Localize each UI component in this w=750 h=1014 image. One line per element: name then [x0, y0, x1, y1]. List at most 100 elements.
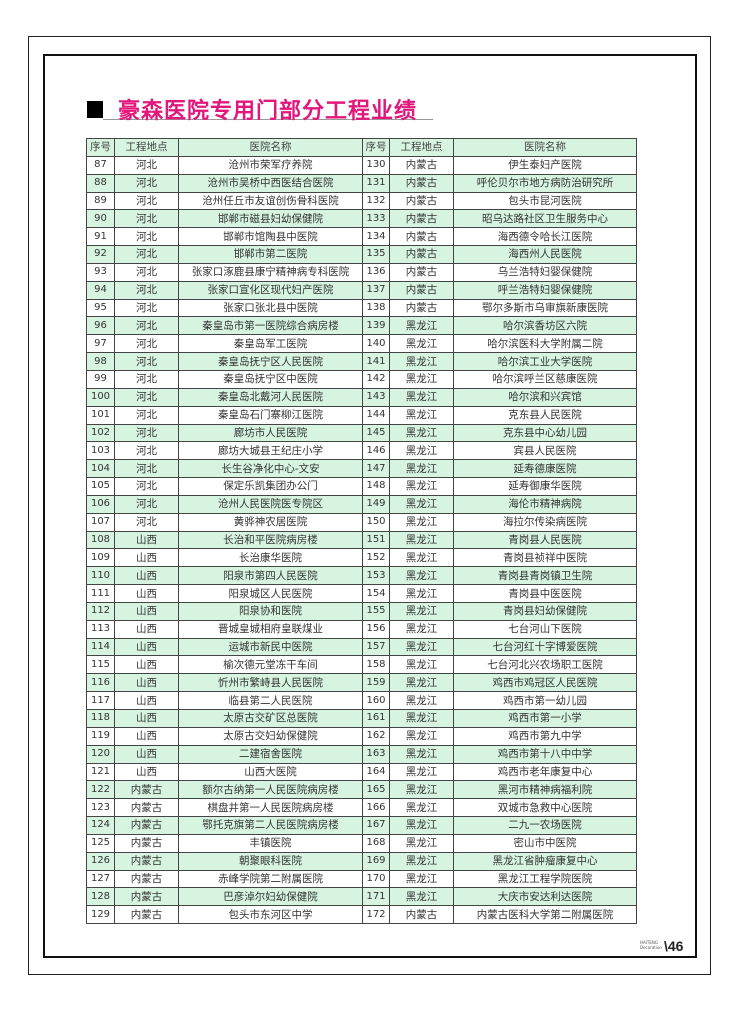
cell-location: 内蒙古 — [114, 833, 179, 853]
table-row: 93 河北 张家口涿鹿县康宁精神病专科医院 136 内蒙古 乌兰浩特妇婴保健院 — [86, 262, 637, 282]
table-row: 127 内蒙古 赤峰学院第二附属医院 170 黑龙江 黑龙江工程学院医院 — [86, 869, 637, 889]
cell-seq: 138 — [362, 298, 390, 318]
cell-seq: 119 — [86, 726, 115, 746]
outer-frame — [28, 36, 711, 975]
table-row: 122 内蒙古 额尔古纳第一人民医院病房楼 165 黑龙江 黑河市精神病福利院 — [86, 780, 637, 800]
cell-seq: 88 — [86, 173, 115, 193]
cell-seq: 165 — [362, 780, 390, 800]
cell-hospital: 长生谷净化中心-文安 — [178, 459, 363, 479]
cell-hospital: 七台河山下医院 — [453, 619, 637, 639]
cell-seq: 87 — [86, 155, 115, 175]
cell-seq: 164 — [362, 762, 390, 782]
cell-seq: 93 — [86, 262, 115, 282]
cell-seq: 153 — [362, 566, 390, 586]
cell-hospital: 鸡西市鸡冠区人民医院 — [453, 673, 637, 693]
table-row: 106 河北 沧州人民医院医专院区 149 黑龙江 海伦市精神病院 — [86, 494, 637, 514]
cell-seq: 120 — [86, 744, 115, 764]
table-row: 115 山西 榆次德元堂冻干车间 158 黑龙江 七台河北兴农场职工医院 — [86, 655, 637, 675]
inner-frame — [43, 54, 697, 958]
cell-location: 黑龙江 — [389, 423, 454, 443]
cell-location: 内蒙古 — [389, 298, 454, 318]
cell-location: 黑龙江 — [389, 405, 454, 425]
cell-hospital: 哈尔滨和兴宾馆 — [453, 387, 637, 407]
table-row: 102 河北 廊坊市人民医院 145 黑龙江 克东县中心幼儿园 — [86, 423, 637, 443]
cell-hospital: 海拉尔传染病医院 — [453, 512, 637, 532]
cell-hospital: 哈尔滨香坊区六院 — [453, 316, 637, 336]
cell-seq: 135 — [362, 245, 390, 264]
cell-hospital: 廊坊大城县王纪庄小学 — [178, 441, 363, 461]
table-row: 107 河北 黄骅神农居医院 150 黑龙江 海拉尔传染病医院 — [86, 512, 637, 532]
brand-logo: HAITENG Decoration — [640, 940, 662, 950]
cell-hospital: 阳泉协和医院 — [178, 601, 363, 621]
cell-location: 内蒙古 — [389, 173, 454, 193]
cell-hospital: 榆次德元堂冻干车间 — [178, 655, 363, 675]
cell-seq: 107 — [86, 512, 115, 532]
table-row: 118 山西 太原古交矿区总医院 161 黑龙江 鸡西市第一小学 — [86, 709, 637, 728]
table-row: 117 山西 临县第二人民医院 160 黑龙江 鸡西市第一幼儿园 — [86, 691, 637, 710]
cell-hospital: 大庆市安达利达医院 — [453, 887, 637, 907]
cell-hospital: 邯郸市馆陶县中医院 — [178, 227, 363, 247]
cell-location: 内蒙古 — [114, 869, 179, 889]
cell-hospital: 鸡西市第十八中中学 — [453, 744, 637, 764]
table-row: 89 河北 沧州任丘市友谊创伤骨科医院 132 内蒙古 包头市昆河医院 — [86, 191, 637, 211]
cell-seq: 109 — [86, 548, 115, 568]
cell-hospital: 长治和平医院病房楼 — [178, 530, 363, 550]
cell-location: 河北 — [114, 298, 179, 318]
cell-seq: 151 — [362, 530, 390, 550]
table-row: 126 内蒙古 朝聚眼科医院 169 黑龙江 黑龙江省肿瘤康复中心 — [86, 851, 637, 871]
table-row: 90 河北 邯郸市磁县妇幼保健院 133 内蒙古 昭乌达路社区卫生服务中心 — [86, 209, 637, 229]
table-row: 108 山西 长治和平医院病房楼 151 黑龙江 青岗县人民医院 — [86, 530, 637, 550]
table-row: 119 山西 太原古交妇幼保健院 162 黑龙江 鸡西市第九中学 — [86, 726, 637, 746]
cell-hospital: 沧州市荣军疗养院 — [178, 155, 363, 175]
cell-hospital: 克东县中心幼儿园 — [453, 423, 637, 443]
cell-seq: 139 — [362, 316, 390, 336]
cell-hospital: 海伦市精神病院 — [453, 494, 637, 514]
cell-location: 河北 — [114, 494, 179, 514]
cell-hospital: 长治康华医院 — [178, 548, 363, 568]
cell-hospital: 黑龙江省肿瘤康复中心 — [453, 851, 637, 871]
cell-seq: 92 — [86, 245, 115, 264]
cell-seq: 111 — [86, 584, 115, 603]
title-underline — [103, 119, 433, 120]
cell-hospital: 阳泉城区人民医院 — [178, 584, 363, 603]
cell-location: 黑龙江 — [389, 798, 454, 818]
cell-seq: 130 — [362, 155, 390, 175]
cell-location: 黑龙江 — [389, 512, 454, 532]
cell-location: 黑龙江 — [389, 477, 454, 496]
cell-location: 黑龙江 — [389, 691, 454, 710]
table-row: 104 河北 长生谷净化中心-文安 147 黑龙江 延寿德康医院 — [86, 459, 637, 479]
cell-location: 黑龙江 — [389, 334, 454, 354]
cell-hospital: 密山市中医院 — [453, 833, 637, 853]
cell-hospital: 克东县人民医院 — [453, 405, 637, 425]
cell-seq: 142 — [362, 369, 390, 389]
cell-location: 河北 — [114, 459, 179, 479]
table-row: 100 河北 秦皇岛北戴河人民医院 143 黑龙江 哈尔滨和兴宾馆 — [86, 387, 637, 407]
table-row: 121 山西 山西大医院 164 黑龙江 鸡西市老年康复中心 — [86, 762, 637, 782]
cell-hospital: 二九一农场医院 — [453, 816, 637, 835]
cell-hospital: 呼兰浩特妇婴保健院 — [453, 280, 637, 300]
cell-seq: 117 — [86, 691, 115, 710]
cell-seq: 90 — [86, 209, 115, 229]
cell-seq: 148 — [362, 477, 390, 496]
table-row: 92 河北 邯郸市第二医院 135 内蒙古 海西州人民医院 — [86, 245, 637, 264]
cell-hospital: 海西德令哈长江医院 — [453, 227, 637, 247]
table-row: 125 内蒙古 丰镇医院 168 黑龙江 密山市中医院 — [86, 833, 637, 853]
cell-location: 山西 — [114, 691, 179, 710]
cell-seq: 171 — [362, 887, 390, 907]
cell-location: 内蒙古 — [114, 780, 179, 800]
table-row: 120 山西 二建宿舍医院 163 黑龙江 鸡西市第十八中中学 — [86, 744, 637, 764]
cell-hospital: 邯郸市磁县妇幼保健院 — [178, 209, 363, 229]
table-row: 129 内蒙古 包头市东河区中学 172 内蒙古 内蒙古医科大学第二附属医院 — [86, 905, 637, 925]
cell-hospital: 沧州任丘市友谊创伤骨科医院 — [178, 191, 363, 211]
cell-seq: 102 — [86, 423, 115, 443]
cell-hospital: 棋盘井第一人民医院病房楼 — [178, 798, 363, 818]
cell-location: 内蒙古 — [114, 851, 179, 871]
cell-hospital: 太原古交矿区总医院 — [178, 709, 363, 728]
projects-table: 序号 工程地点 医院名称 序号 工程地点 医院名称 87 河北 沧州市荣军疗养院 130 内蒙古 伊生… — [86, 138, 637, 925]
cell-seq: 163 — [362, 744, 390, 764]
header-seq: 序号 — [362, 138, 390, 157]
cell-seq: 170 — [362, 869, 390, 889]
cell-location: 山西 — [114, 762, 179, 782]
table-row: 105 河北 保定乐凯集团办公门 148 黑龙江 延寿御康华医院 — [86, 477, 637, 496]
cell-hospital: 鸡西市第一小学 — [453, 709, 637, 728]
